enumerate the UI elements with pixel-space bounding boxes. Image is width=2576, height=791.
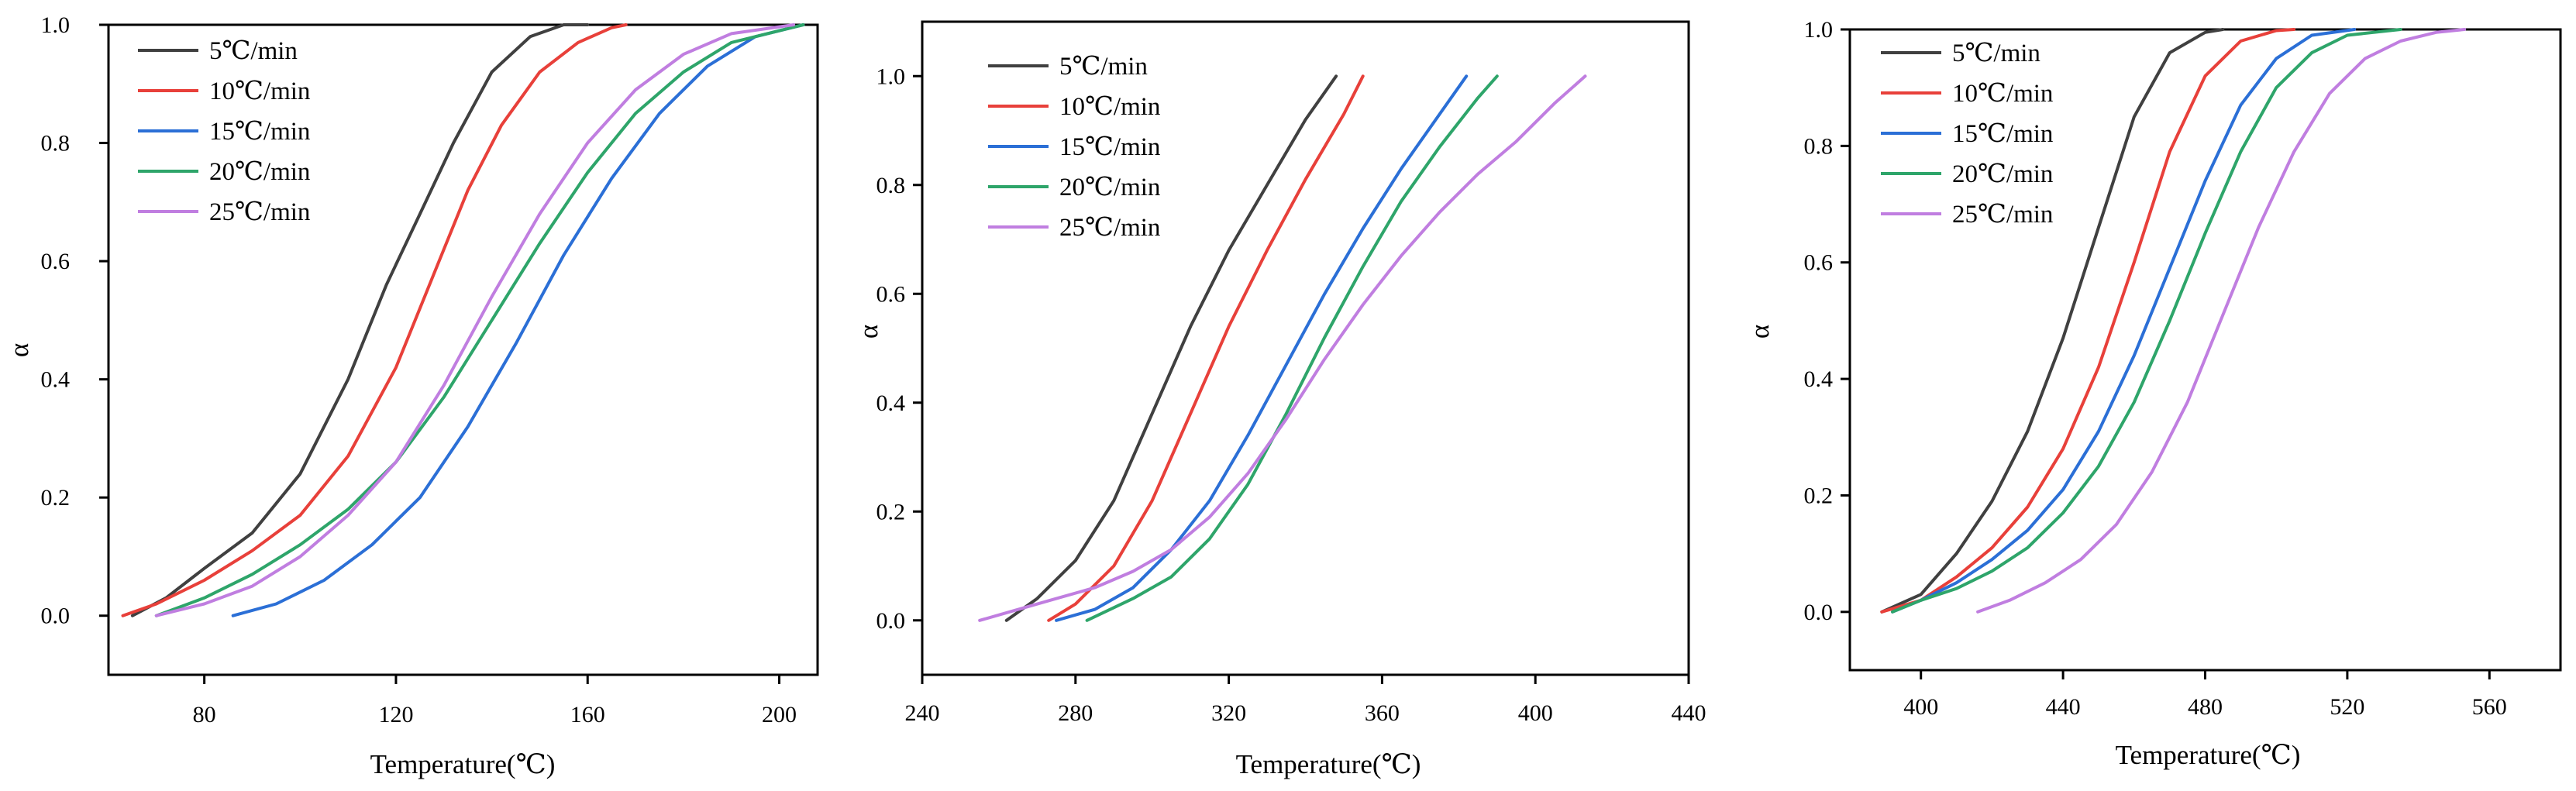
chart-3-series-line bbox=[1880, 28, 2296, 614]
chart-2-legend-label: 25℃/min bbox=[1059, 214, 1160, 242]
chart-3-series-line bbox=[1880, 28, 2225, 614]
chart-2-x-tick-label: 400 bbox=[1518, 700, 1553, 726]
chart-1-series bbox=[121, 23, 805, 617]
chart-1-plot-frame bbox=[107, 23, 819, 676]
chart-1-x-tick-label: 80 bbox=[193, 702, 216, 727]
chart-1-series-line bbox=[154, 23, 805, 617]
chart-1-y-tick-label: 0.0 bbox=[41, 604, 71, 629]
chart-3-y-tick-label: 0.6 bbox=[1804, 250, 1834, 276]
chart-2-x-tick-label: 360 bbox=[1365, 700, 1400, 726]
chart-1-series-line bbox=[130, 23, 590, 617]
chart-3-x-tick-label: 520 bbox=[2330, 694, 2364, 720]
chart-2-series-line bbox=[1085, 74, 1499, 622]
chart-2-x-tick-label: 320 bbox=[1211, 700, 1246, 726]
chart-2-x-tick-label: 240 bbox=[905, 700, 940, 726]
chart-2-x-axis: 240 280 320 360 400 440 bbox=[905, 675, 1706, 726]
chart-3: 400 440 480 520 560 0.0 0.2 0.4 0.6 0.8 1.0 Tempe… bbox=[1744, 17, 2562, 770]
chart-1: 80 120 160 200 0.0 0.2 0.4 0.6 0.8 1.0 Temperatu… bbox=[4, 12, 819, 779]
chart-1-x-axis: 80 120 160 200 bbox=[193, 675, 797, 727]
chart-1-x-axis-label: Temperature(℃) bbox=[370, 749, 556, 779]
chart-2-legend-label: 15℃/min bbox=[1059, 133, 1160, 161]
chart-2-series-line bbox=[978, 74, 1587, 622]
chart-1-y-axis: 0.0 0.2 0.4 0.6 0.8 1.0 bbox=[41, 12, 108, 629]
chart-2-y-tick-label: 0.0 bbox=[876, 608, 906, 634]
chart-3-y-tick-label: 0.0 bbox=[1804, 600, 1834, 625]
chart-3-x-tick-label: 480 bbox=[2188, 694, 2223, 720]
chart-2-y-tick-label: 0.8 bbox=[876, 173, 906, 198]
chart-3-series-line bbox=[1891, 28, 2357, 614]
chart-2-legend-label: 5℃/min bbox=[1059, 53, 1148, 81]
chart-2-series-line bbox=[1047, 74, 1365, 622]
chart-1-legend-label: 10℃/min bbox=[209, 77, 310, 105]
chart-1-y-tick-label: 1.0 bbox=[41, 12, 71, 38]
chart-1-x-tick-label: 200 bbox=[762, 702, 797, 727]
chart-1-x-tick-label: 160 bbox=[570, 702, 605, 727]
chart-1-y-tick-label: 0.6 bbox=[41, 249, 71, 274]
chart-1-legend-label: 25℃/min bbox=[209, 198, 310, 226]
chart-1-x-tick-label: 120 bbox=[378, 702, 413, 727]
chart-1-legend-label: 15℃/min bbox=[209, 118, 310, 146]
chart-3-series-line bbox=[1976, 28, 2467, 614]
chart-3-legend-label: 20℃/min bbox=[1952, 160, 2053, 188]
chart-2-y-axis-label: α bbox=[853, 325, 883, 339]
chart-3-legend-label: 5℃/min bbox=[1952, 40, 2040, 67]
chart-1-legend: 5℃/min 10℃/min 15℃/min 20℃/min 25℃/min bbox=[138, 37, 310, 226]
chart-3-x-tick-label: 560 bbox=[2472, 694, 2507, 720]
chart-2: 240 280 320 360 400 440 0.0 0.2 0.4 0.6 0.8 1.0 Te… bbox=[853, 20, 1706, 779]
chart-2-y-axis: 0.0 0.2 0.4 0.6 0.8 1.0 bbox=[876, 64, 922, 634]
chart-2-legend-label: 10℃/min bbox=[1059, 93, 1160, 121]
chart-2-y-tick-label: 0.2 bbox=[876, 499, 906, 524]
chart-1-y-tick-label: 0.2 bbox=[41, 485, 71, 511]
chart-3-y-axis: 0.0 0.2 0.4 0.6 0.8 1.0 bbox=[1804, 17, 1850, 625]
chart-1-y-tick-label: 0.8 bbox=[41, 131, 71, 156]
chart-3-series bbox=[1880, 28, 2467, 614]
chart-2-x-tick-label: 280 bbox=[1058, 700, 1093, 726]
chart-3-legend-label: 15℃/min bbox=[1952, 120, 2053, 148]
chart-2-y-tick-label: 0.6 bbox=[876, 281, 906, 307]
chart-3-series-line bbox=[1891, 28, 2402, 614]
chart-3-x-axis-label: Temperature(℃) bbox=[2116, 740, 2301, 770]
chart-1-legend-label: 20℃/min bbox=[209, 158, 310, 186]
chart-3-legend-label: 10℃/min bbox=[1952, 80, 2053, 108]
chart-2-y-tick-label: 1.0 bbox=[876, 64, 906, 89]
chart-2-series bbox=[978, 74, 1587, 622]
chart-1-series-line bbox=[154, 23, 796, 617]
chart-3-y-tick-label: 0.4 bbox=[1804, 366, 1834, 392]
chart-3-y-tick-label: 0.8 bbox=[1804, 133, 1834, 159]
chart-1-series-line bbox=[121, 23, 628, 617]
chart-2-legend-label: 20℃/min bbox=[1059, 174, 1160, 201]
chart-1-legend-label: 5℃/min bbox=[209, 37, 298, 65]
chart-1-y-axis-label: α bbox=[4, 343, 34, 357]
chart-2-x-axis-label: Temperature(℃) bbox=[1236, 749, 1421, 779]
chart-2-series-line bbox=[1055, 74, 1469, 622]
chart-1-series-line bbox=[231, 23, 805, 617]
chart-3-y-tick-label: 1.0 bbox=[1804, 17, 1834, 43]
chart-2-legend: 5℃/min 10℃/min 15℃/min 20℃/min 25℃/min bbox=[988, 53, 1160, 242]
chart-2-y-tick-label: 0.4 bbox=[876, 390, 906, 416]
chart-1-y-tick-label: 0.4 bbox=[41, 367, 71, 393]
chart-3-x-tick-label: 400 bbox=[1903, 694, 1938, 720]
chart-2-plot-frame bbox=[921, 20, 1690, 676]
chart-3-legend-label: 25℃/min bbox=[1952, 201, 2053, 229]
chart-3-legend: 5℃/min 10℃/min 15℃/min 20℃/min 25℃/min bbox=[1881, 40, 2053, 229]
chart-2-series-line bbox=[1004, 74, 1338, 622]
chart-3-y-tick-label: 0.2 bbox=[1804, 483, 1834, 508]
chart-3-y-axis-label: α bbox=[1744, 325, 1775, 339]
chart-3-x-tick-label: 440 bbox=[2046, 694, 2081, 720]
chart-2-x-tick-label: 440 bbox=[1672, 700, 1706, 726]
chart-3-x-axis: 400 440 480 520 560 bbox=[1903, 670, 2507, 720]
